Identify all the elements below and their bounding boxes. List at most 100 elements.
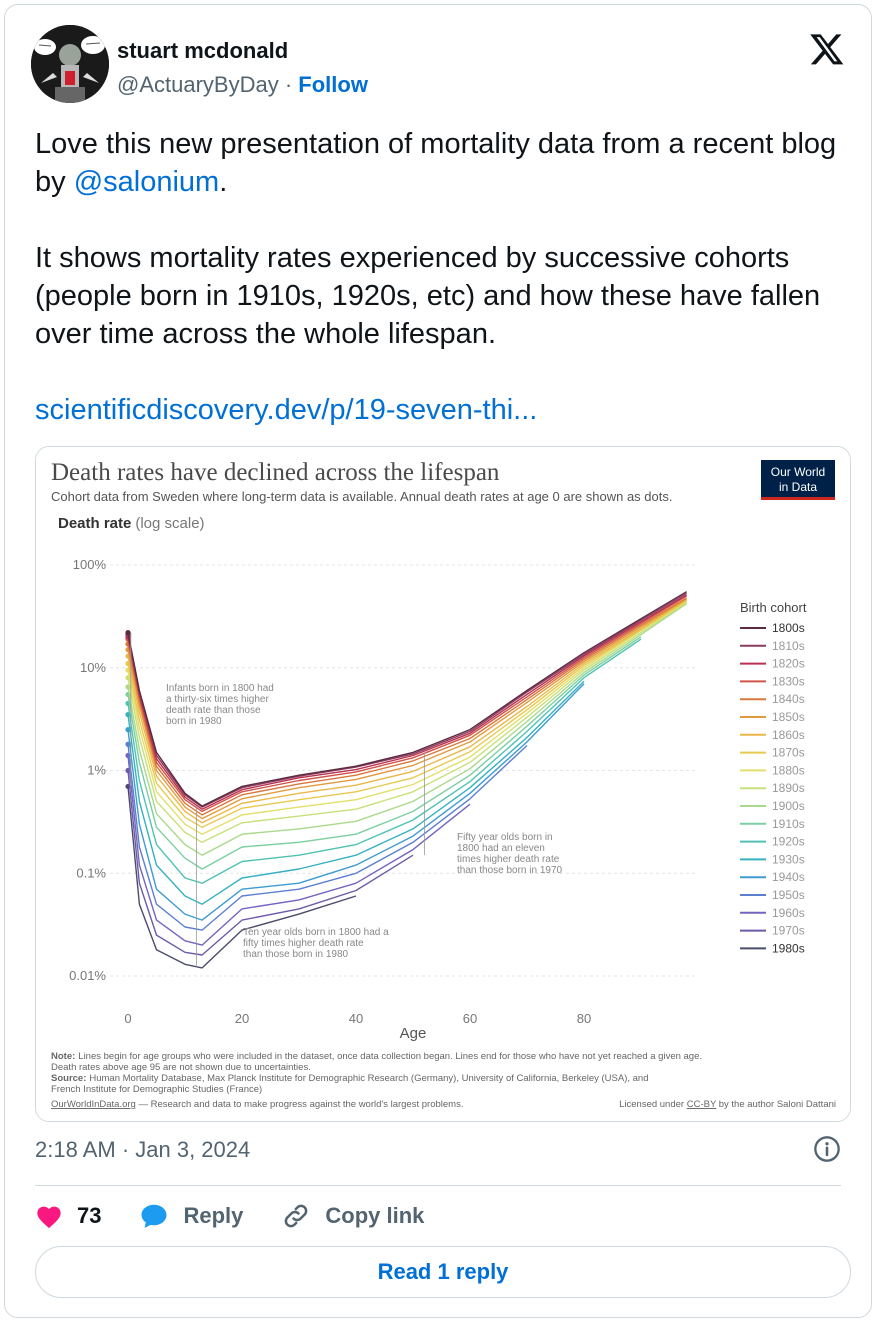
x-tick-label: 60 <box>463 1011 477 1026</box>
source-line-2: French Institute for Demographic Studies… <box>51 1084 262 1095</box>
author-handle-row: @ActuaryByDay · Follow <box>117 72 368 98</box>
legend-item-1850s[interactable]: 1850s <box>740 710 805 724</box>
link-icon <box>285 1204 308 1228</box>
owid-badge-line2: in Data <box>779 480 817 494</box>
legend-item-1800s[interactable]: 1800s <box>740 621 805 635</box>
legend-label: 1840s <box>772 692 805 706</box>
copy-link-label: Copy link <box>325 1203 425 1228</box>
legend-item-1930s[interactable]: 1930s <box>740 852 805 866</box>
owid-link[interactable]: OurWorldInData.org <box>51 1099 136 1110</box>
legend-label: 1880s <box>772 763 805 777</box>
y-axis-label: Death rate (log scale) <box>58 515 205 532</box>
series-lines <box>125 591 687 969</box>
legend-label: 1970s <box>772 924 805 938</box>
note-line-1: Note: Lines begin for age groups who were… <box>51 1051 702 1062</box>
legend-item-1980s[interactable]: 1980s <box>740 941 805 955</box>
x-logo-icon[interactable] <box>809 31 845 67</box>
annotation-line: a thirty-six times higher <box>166 694 269 705</box>
license-link[interactable]: CC-BY <box>687 1099 717 1110</box>
copy-link-button[interactable]: Copy link <box>281 1201 424 1231</box>
owid-badge <box>761 460 835 497</box>
tweet-body: Love this new presentation of mortality … <box>35 125 855 467</box>
legend-label: 1890s <box>772 781 805 795</box>
separator-dot: · <box>284 72 293 97</box>
legend-item-1960s[interactable]: 1960s <box>740 906 805 920</box>
info-icon[interactable] <box>813 1135 841 1163</box>
mention-link[interactable]: @salonium <box>73 166 220 198</box>
tweet-timestamp[interactable]: 2:18 AM · Jan 3, 2024 <box>35 1137 251 1162</box>
legend-label: 1900s <box>772 799 805 813</box>
mortality-chart: Death rates have declined across the lif… <box>36 447 850 1121</box>
series-line-1890s <box>127 602 687 843</box>
legend-item-1900s[interactable]: 1900s <box>740 799 805 813</box>
reply-button[interactable]: Reply <box>139 1202 243 1230</box>
action-bar: 73 Reply Copy link <box>35 1199 462 1233</box>
legend-item-1910s[interactable]: 1910s <box>740 817 805 831</box>
follow-button[interactable]: Follow <box>298 72 368 97</box>
annotation-line: death rate than those <box>166 705 261 716</box>
source-text: Human Mortality Database, Max Planck Ins… <box>89 1073 648 1084</box>
read-replies-button[interactable]: Read 1 reply <box>35 1246 851 1298</box>
legend-item-1950s[interactable]: 1950s <box>740 888 805 902</box>
avatar-image <box>31 25 109 103</box>
legend-label: 1950s <box>772 888 805 902</box>
legend-item-1840s[interactable]: 1840s <box>740 692 805 706</box>
legend-label: 1960s <box>772 906 805 920</box>
series-line-1880s <box>127 601 687 835</box>
legend-item-1810s[interactable]: 1810s <box>740 639 805 653</box>
legend-label: 1820s <box>772 657 805 671</box>
legend-item-1860s[interactable]: 1860s <box>740 728 805 742</box>
legend-label: 1860s <box>772 728 805 742</box>
age0-dot-1800s <box>125 629 131 636</box>
chart-title: Death rates have declined across the lif… <box>51 459 500 486</box>
owid-badge-line1: Our World <box>771 465 825 479</box>
x-tick-label: 40 <box>349 1011 363 1026</box>
x-tick-label: 80 <box>577 1011 591 1026</box>
note-line-2: Death rates above age 95 are not shown d… <box>51 1062 311 1073</box>
y-tick-label: 1% <box>87 763 106 778</box>
series-line-1810s <box>127 592 687 808</box>
series-line-1920s <box>127 638 642 884</box>
legend-item-1890s[interactable]: 1890s <box>740 781 805 795</box>
legend-title: Birth cohort <box>740 600 807 615</box>
series-line-1980s <box>127 786 357 969</box>
series-line-1900s <box>127 603 687 856</box>
legend-item-1970s[interactable]: 1970s <box>740 924 805 938</box>
legend-label: 1850s <box>772 710 805 724</box>
like-button[interactable]: 73 <box>35 1203 101 1229</box>
x-tick-label: 20 <box>235 1011 249 1026</box>
external-link[interactable]: scientificdiscovery.dev/p/19-seven-thi..… <box>35 394 538 426</box>
note-label: Note: <box>51 1051 75 1062</box>
legend-label: 1810s <box>772 639 805 653</box>
legend: Birth cohort 1800s 1810s 1820s 1830s 1840s 185… <box>740 600 807 955</box>
chart-footnotes: Note: Lines begin for age groups who were… <box>51 1051 836 1110</box>
legend-item-1880s[interactable]: 1880s <box>740 763 805 777</box>
annotation-line: fifty times higher death rate <box>243 938 364 949</box>
legend-label: 1910s <box>772 817 805 831</box>
x-tick-label: 0 <box>124 1011 131 1026</box>
tweet-card: stuart mcdonald @ActuaryByDay · Follow L… <box>4 4 872 1318</box>
legend-item-1830s[interactable]: 1830s <box>740 674 805 688</box>
annotation-line: born in 1980 <box>166 716 222 727</box>
license-prefix: Licensed under <box>619 1099 687 1110</box>
author-name[interactable]: stuart mcdonald <box>117 38 289 63</box>
legend-item-1940s[interactable]: 1940s <box>740 870 805 884</box>
author-handle[interactable]: @ActuaryByDay <box>117 72 279 97</box>
legend-label: 1830s <box>772 674 805 688</box>
owid-logo[interactable]: Our World in Data <box>761 460 835 500</box>
series-line-1930s <box>127 680 585 905</box>
tweet-text-part: Love this new presentation of mortality … <box>35 128 837 198</box>
axis-ticks: 100% 10% 1% 0.1% 0.01% 0 20 40 60 80 <box>69 557 591 1026</box>
legend-item-1820s[interactable]: 1820s <box>740 657 805 671</box>
legend-label: 1980s <box>772 941 805 955</box>
legend-label: 1930s <box>772 852 805 866</box>
avatar[interactable] <box>31 25 109 103</box>
media-chart-image[interactable]: Death rates have declined across the lif… <box>35 446 851 1122</box>
series-line-1870s <box>127 600 687 828</box>
series-line-1960s <box>127 755 471 946</box>
legend-item-1920s[interactable]: 1920s <box>740 835 805 849</box>
y-axis-label-note: (log scale) <box>135 515 204 532</box>
legend-item-1870s[interactable]: 1870s <box>740 746 805 760</box>
divider <box>35 1185 841 1186</box>
source-line-1: Source: Human Mortality Database, Max Pla… <box>51 1073 649 1084</box>
